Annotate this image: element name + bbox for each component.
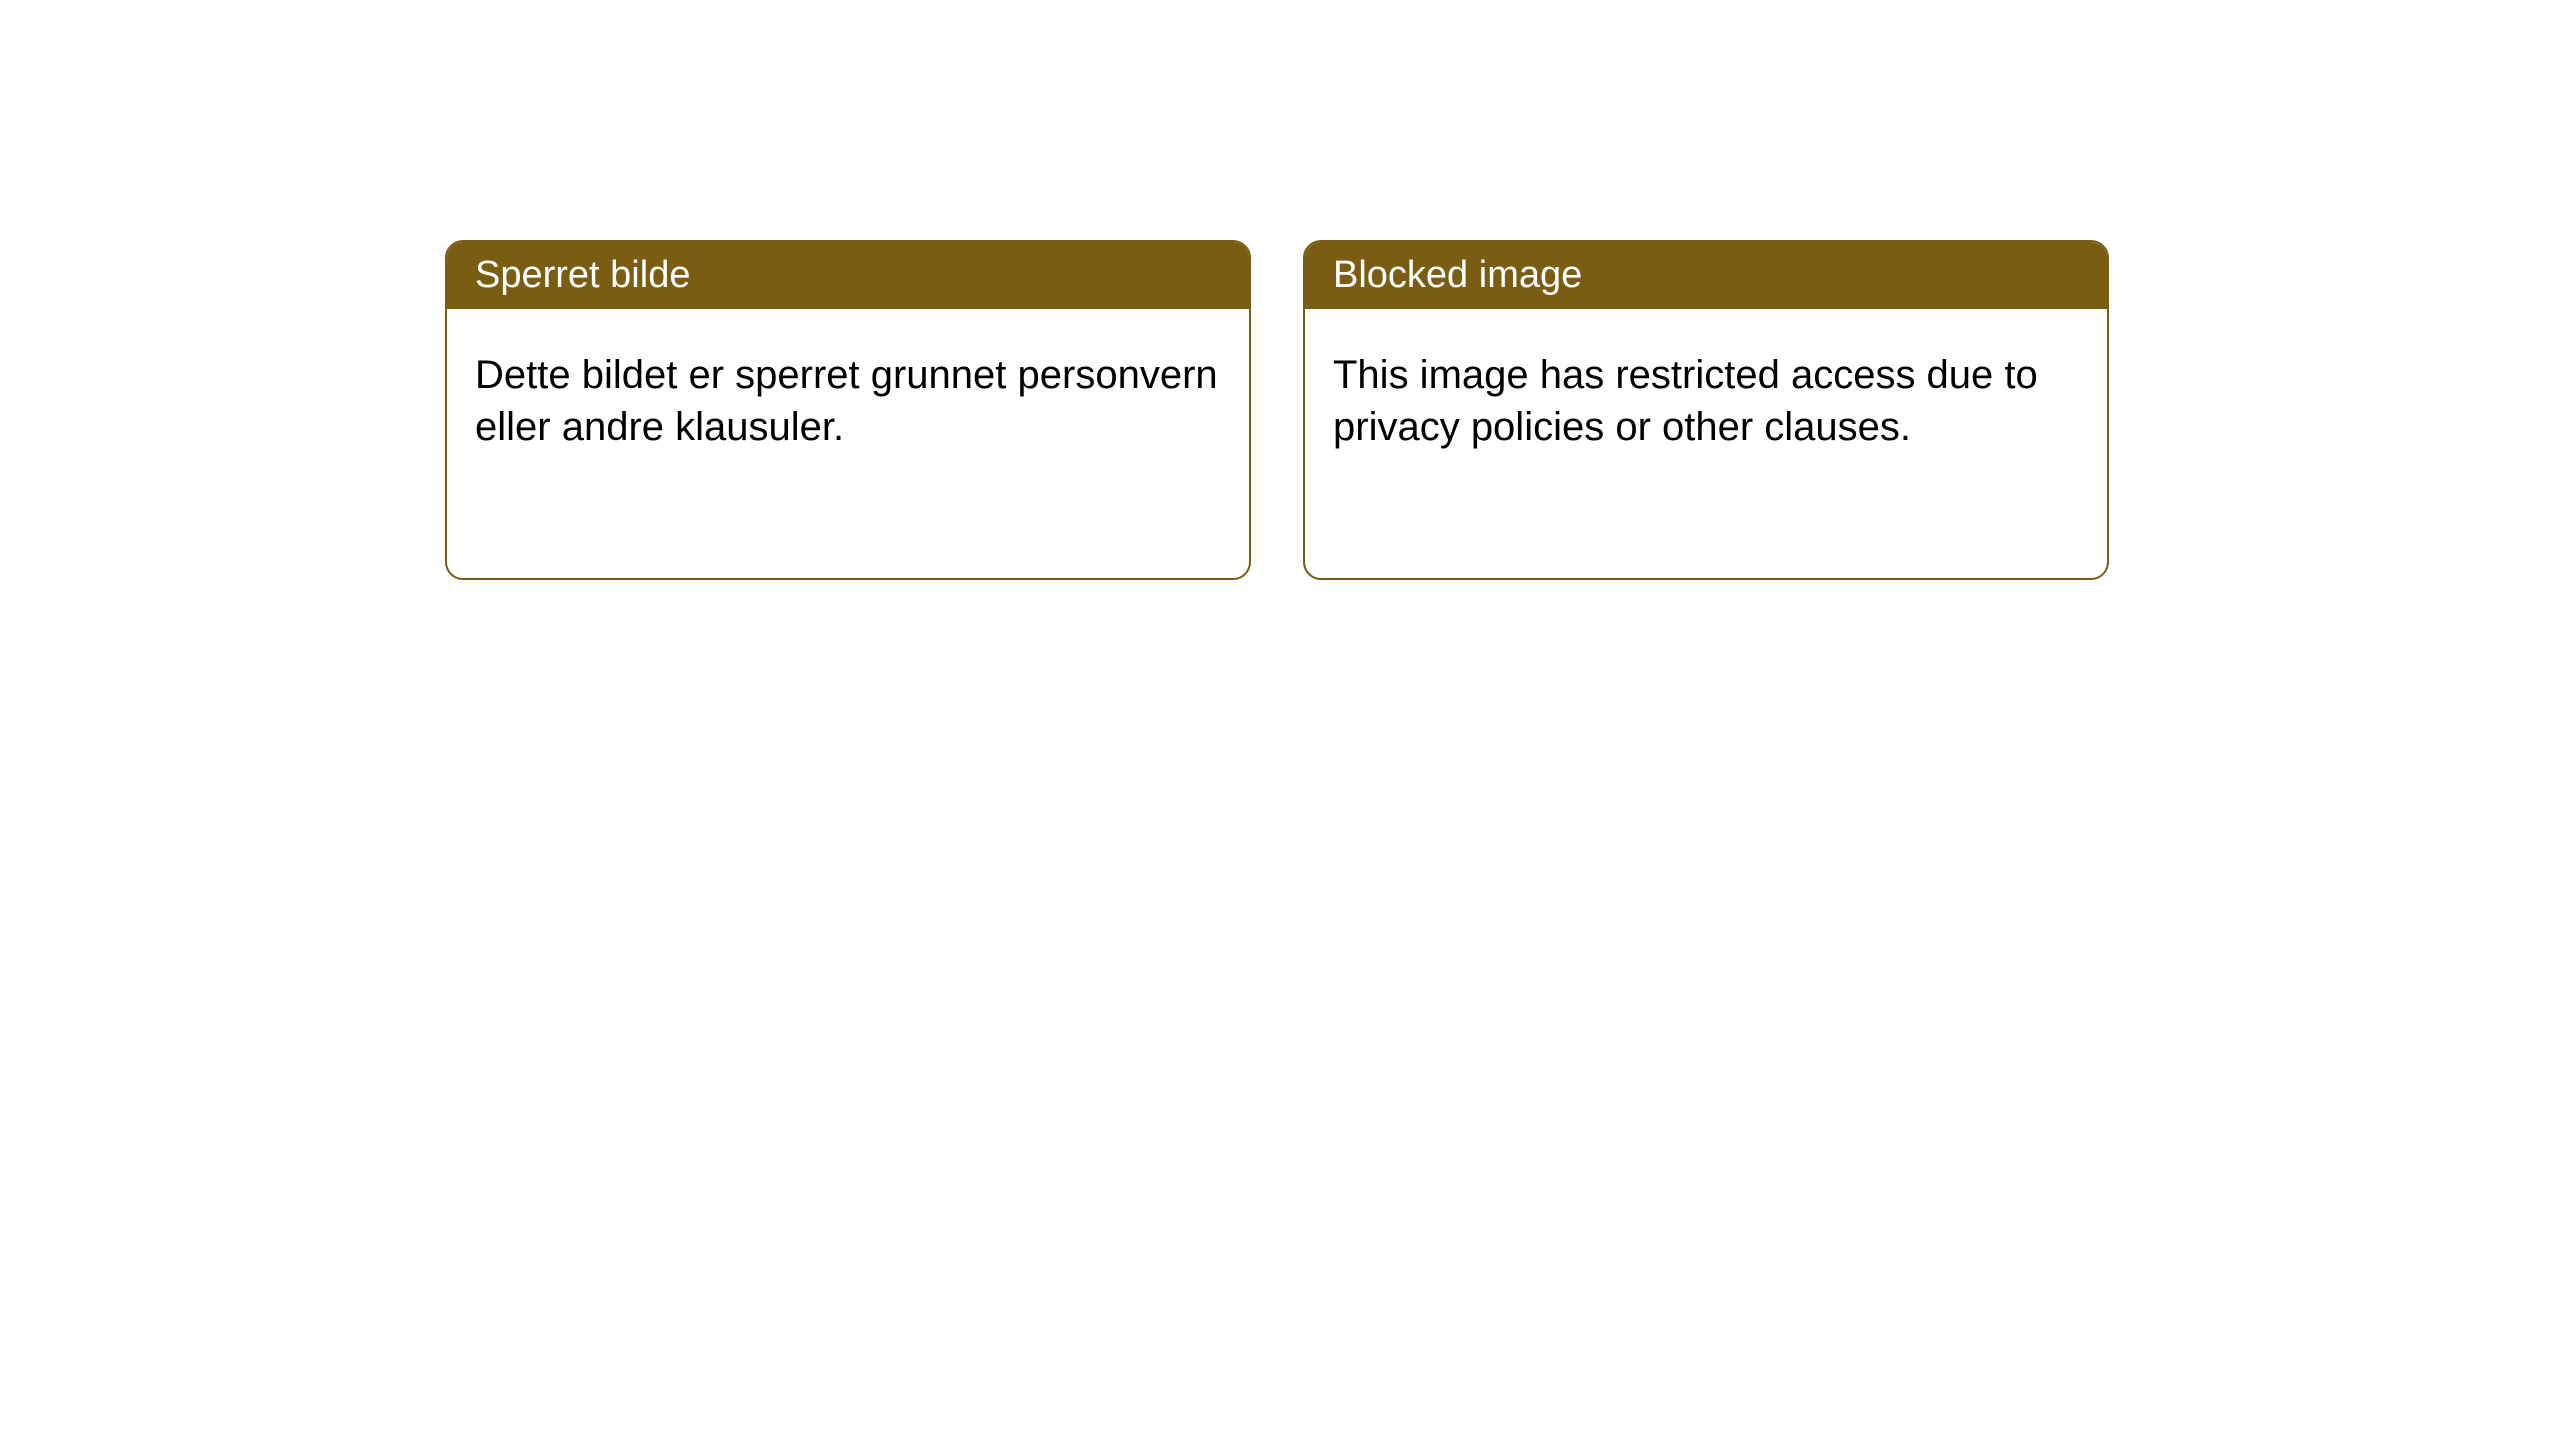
card-title: Blocked image [1333,254,1582,296]
notice-card-container: Sperret bilde Dette bildet er sperret gr… [445,240,2109,580]
notice-card-norwegian: Sperret bilde Dette bildet er sperret gr… [445,240,1251,580]
card-body: This image has restricted access due to … [1305,309,2107,481]
notice-card-english: Blocked image This image has restricted … [1303,240,2109,580]
card-body: Dette bildet er sperret grunnet personve… [447,309,1249,481]
card-header: Sperret bilde [447,242,1249,309]
card-body-text: This image has restricted access due to … [1333,353,2038,449]
card-header: Blocked image [1305,242,2107,309]
card-body-text: Dette bildet er sperret grunnet personve… [475,353,1218,449]
card-title: Sperret bilde [475,254,690,296]
